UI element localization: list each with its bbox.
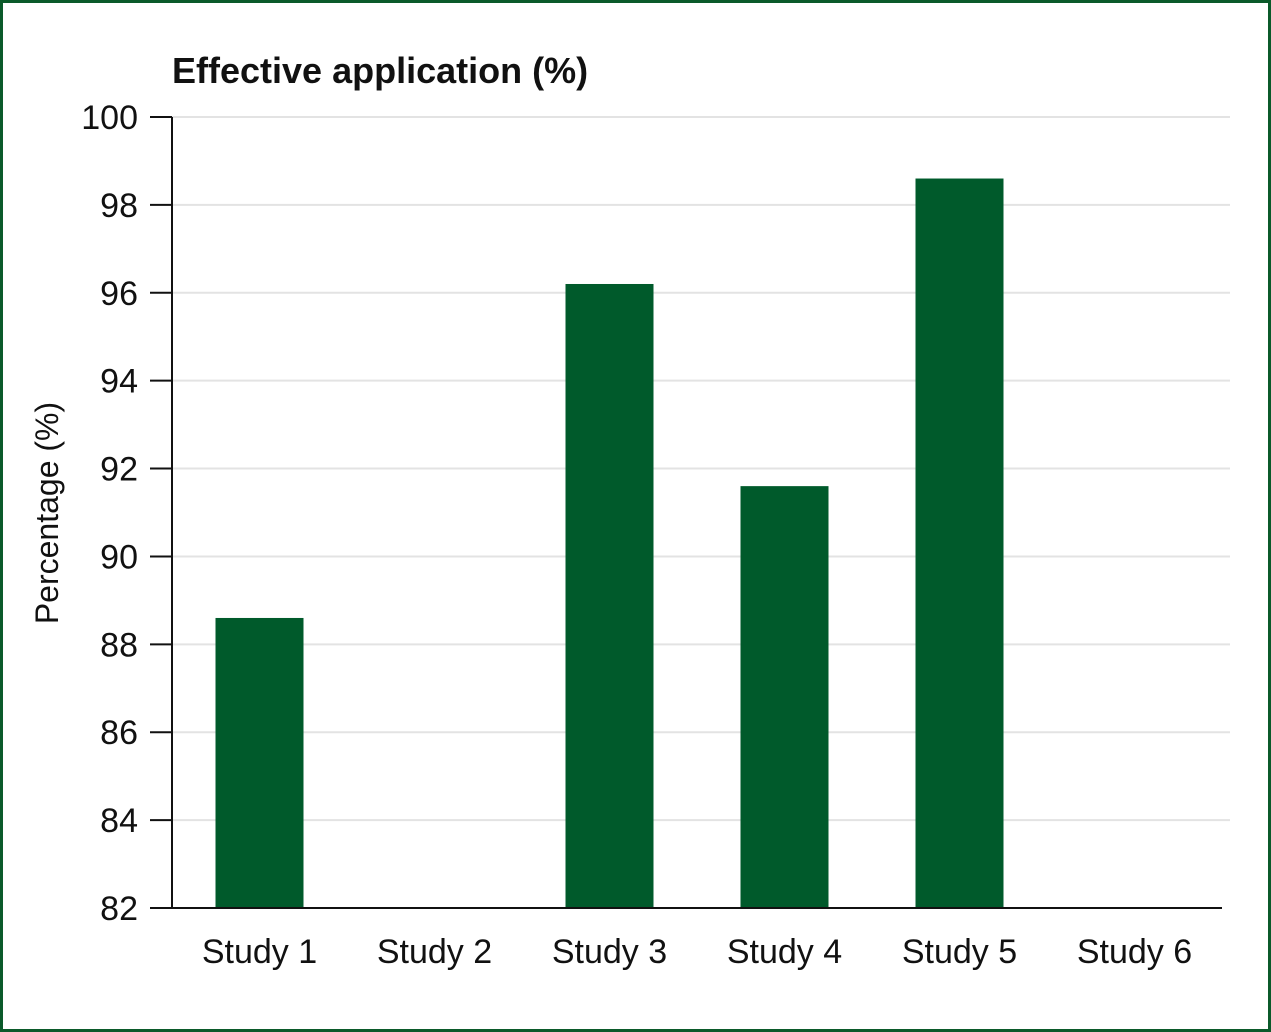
axes — [150, 116, 1222, 909]
y-tick-label: 86 — [100, 714, 138, 752]
y-tick-label: 84 — [100, 802, 138, 840]
x-tick-label: Study 3 — [552, 933, 667, 971]
y-tick-label: 82 — [100, 890, 138, 928]
bar — [565, 283, 654, 908]
chart-title: Effective application (%) — [172, 50, 588, 91]
gridlines — [172, 116, 1230, 822]
y-tick-label: 100 — [81, 99, 138, 137]
y-tick-label: 88 — [100, 626, 138, 664]
x-tick-labels: Study 1 Study 2 Study 3 Study 4 Study 5 Study… — [202, 933, 1192, 971]
x-tick-label: Study 1 — [202, 933, 317, 971]
y-tick-label: 96 — [100, 275, 138, 313]
y-tick-label: 90 — [100, 538, 138, 576]
y-axis-label: Percentage (%) — [29, 402, 65, 624]
y-tick-label: 92 — [100, 451, 138, 489]
bars — [215, 178, 1004, 908]
y-tick-label: 94 — [100, 363, 138, 401]
bar — [915, 178, 1004, 908]
x-tick-label: Study 6 — [1077, 933, 1192, 971]
y-tick-label: 98 — [100, 187, 138, 225]
x-tick-label: Study 4 — [727, 933, 842, 971]
y-tick-labels: 82 84 86 88 90 92 94 96 98 100 — [81, 99, 138, 928]
bar — [740, 486, 829, 908]
bar — [215, 617, 304, 908]
x-tick-label: Study 5 — [902, 933, 1017, 971]
x-tick-label: Study 2 — [377, 933, 492, 971]
